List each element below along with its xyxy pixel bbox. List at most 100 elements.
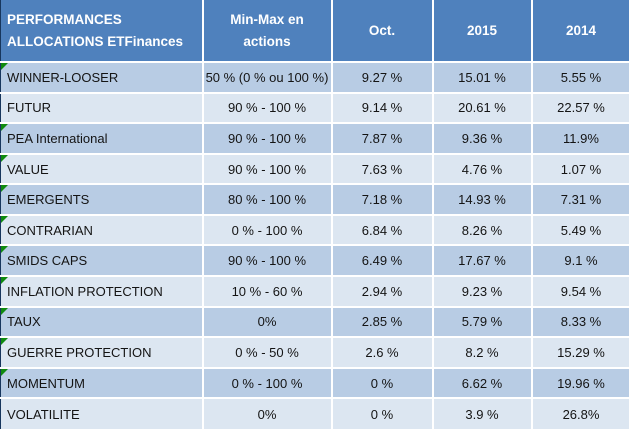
header-cell-2015[interactable]: 2015 (432, 0, 533, 63)
header-cell-2014[interactable]: 2014 (531, 0, 629, 63)
year-2014-cell[interactable]: 19.96 % (531, 367, 629, 400)
strategy-cell[interactable]: FUTUR (0, 92, 204, 125)
year-2014-cell[interactable]: 9.1 % (531, 245, 629, 278)
oct-value: 7.63 % (361, 161, 403, 177)
table-row: VOLATILITE 0% 0 % 3.9 % 26.8% (0, 398, 629, 429)
oct-value: 2.94 % (361, 283, 403, 299)
error-flag-triangle-icon (1, 246, 8, 254)
oct-cell[interactable]: 6.84 % (331, 214, 434, 247)
year-2015-value: 17.67 % (458, 253, 506, 269)
table-title-line1: PERFORMANCES (7, 11, 122, 27)
minmax-cell[interactable]: 0% (202, 306, 333, 339)
table-row: PEA International 90 % - 100 % 7.87 % 9.… (0, 123, 629, 155)
oct-cell[interactable]: 7.63 % (331, 153, 434, 186)
error-flag-triangle-icon (1, 277, 8, 285)
year-2015-value: 5.79 % (461, 314, 503, 330)
table-row: MOMENTUM 0 % - 100 % 0 % 6.62 % 19.96 % (0, 367, 629, 400)
year-2015-cell[interactable]: 3.9 % (432, 398, 533, 429)
header-row: PERFORMANCES ALLOCATIONS ETFinances Min-… (0, 0, 629, 63)
year-2014-cell[interactable]: 15.29 % (531, 337, 629, 369)
oct-cell[interactable]: 2.6 % (331, 337, 434, 369)
strategy-cell[interactable]: PEA International (0, 123, 204, 155)
error-flag-triangle-icon (1, 154, 8, 162)
oct-cell[interactable]: 6.49 % (331, 245, 434, 278)
minmax-value: 80 % - 100 % (227, 192, 307, 208)
year-2015-value: 20.61 % (458, 100, 506, 116)
year-2015-cell[interactable]: 17.67 % (432, 245, 533, 278)
strategy-cell[interactable]: GUERRE PROTECTION (0, 337, 204, 369)
minmax-cell[interactable]: 10 % - 60 % (202, 276, 333, 308)
minmax-cell[interactable]: 90 % - 100 % (202, 123, 333, 155)
strategy-name: MOMENTUM (7, 375, 85, 391)
minmax-cell[interactable]: 80 % - 100 % (202, 184, 333, 216)
minmax-cell[interactable]: 90 % - 100 % (202, 245, 333, 278)
error-flag-triangle-icon (1, 215, 8, 223)
minmax-value: 90 % - 100 % (227, 161, 307, 177)
minmax-value: 0% (257, 406, 277, 422)
year-2015-cell[interactable]: 8.26 % (432, 214, 533, 247)
year-2014-cell[interactable]: 1.07 % (531, 153, 629, 186)
oct-cell[interactable]: 7.87 % (331, 123, 434, 155)
strategy-cell[interactable]: INFLATION PROTECTION (0, 276, 204, 308)
strategy-cell[interactable]: VALUE (0, 153, 204, 186)
year-2014-value: 7.31 % (560, 192, 602, 208)
strategy-name: FUTUR (7, 100, 52, 116)
year-2015-cell[interactable]: 14.93 % (432, 184, 533, 216)
minmax-cell[interactable]: 0 % - 50 % (202, 337, 333, 369)
oct-cell[interactable]: 7.18 % (331, 184, 434, 216)
oct-value: 0 % (370, 406, 394, 422)
strategy-cell[interactable]: WINNER-LOOSER (0, 62, 204, 94)
year-2014-cell[interactable]: 7.31 % (531, 184, 629, 216)
oct-cell[interactable]: 9.14 % (331, 92, 434, 125)
minmax-cell[interactable]: 50 % (0 % ou 100 %) (202, 62, 333, 94)
year-2014-cell[interactable]: 26.8% (531, 398, 629, 429)
year-2014-cell[interactable]: 9.54 % (531, 276, 629, 308)
year-2014-value: 11.9% (563, 130, 599, 146)
strategy-cell[interactable]: CONTRARIAN (0, 214, 204, 247)
year-2015-cell[interactable]: 9.36 % (432, 123, 533, 155)
minmax-cell[interactable]: 90 % - 100 % (202, 92, 333, 125)
year-2014-header-label: 2014 (565, 23, 597, 38)
minmax-value: 10 % - 60 % (231, 283, 303, 299)
year-2015-value: 15.01 % (458, 69, 506, 85)
oct-cell[interactable]: 2.94 % (331, 276, 434, 308)
strategy-cell[interactable]: MOMENTUM (0, 367, 204, 400)
year-2015-cell[interactable]: 4.76 % (432, 153, 533, 186)
strategy-cell[interactable]: EMERGENTS (0, 184, 204, 216)
year-2015-value: 3.9 % (465, 406, 499, 422)
header-cell-minmax[interactable]: Min-Max en actions (202, 0, 333, 63)
year-2014-cell[interactable]: 8.33 % (531, 306, 629, 339)
year-2015-cell[interactable]: 8.2 % (432, 337, 533, 369)
minmax-cell[interactable]: 0 % - 100 % (202, 367, 333, 400)
oct-value: 9.27 % (361, 69, 403, 85)
oct-cell[interactable]: 9.27 % (331, 62, 434, 94)
year-2014-cell[interactable]: 5.49 % (531, 214, 629, 247)
year-2015-cell[interactable]: 6.62 % (432, 367, 533, 400)
year-2015-cell[interactable]: 20.61 % (432, 92, 533, 125)
table-row: TAUX 0% 2.85 % 5.79 % 8.33 % (0, 306, 629, 339)
header-cell-oct[interactable]: Oct. (331, 0, 434, 63)
year-2014-cell[interactable]: 11.9% (531, 123, 629, 155)
error-flag-triangle-icon (1, 124, 8, 132)
minmax-cell[interactable]: 90 % - 100 % (202, 153, 333, 186)
year-2014-value: 26.8% (562, 406, 600, 422)
oct-cell[interactable]: 0 % (331, 398, 434, 429)
minmax-cell[interactable]: 0 % - 100 % (202, 214, 333, 247)
year-2015-cell[interactable]: 15.01 % (432, 62, 533, 94)
error-flag-triangle-icon (1, 63, 8, 70)
oct-cell[interactable]: 0 % (331, 367, 434, 400)
minmax-value: 50 % (0 % ou 100 %) (205, 69, 329, 85)
oct-value: 0 % (370, 375, 394, 391)
oct-cell[interactable]: 2.85 % (331, 306, 434, 339)
minmax-cell[interactable]: 0% (202, 398, 333, 429)
year-2015-cell[interactable]: 9.23 % (432, 276, 533, 308)
header-cell-title[interactable]: PERFORMANCES ALLOCATIONS ETFinances (0, 0, 204, 63)
strategy-cell[interactable]: VOLATILITE (0, 398, 204, 429)
strategy-cell[interactable]: TAUX (0, 306, 204, 339)
year-2015-cell[interactable]: 5.79 % (432, 306, 533, 339)
strategy-cell[interactable]: SMIDS CAPS (0, 245, 204, 278)
year-2014-cell[interactable]: 22.57 % (531, 92, 629, 125)
table-row: EMERGENTS 80 % - 100 % 7.18 % 14.93 % 7.… (0, 184, 629, 216)
year-2014-cell[interactable]: 5.55 % (531, 62, 629, 94)
